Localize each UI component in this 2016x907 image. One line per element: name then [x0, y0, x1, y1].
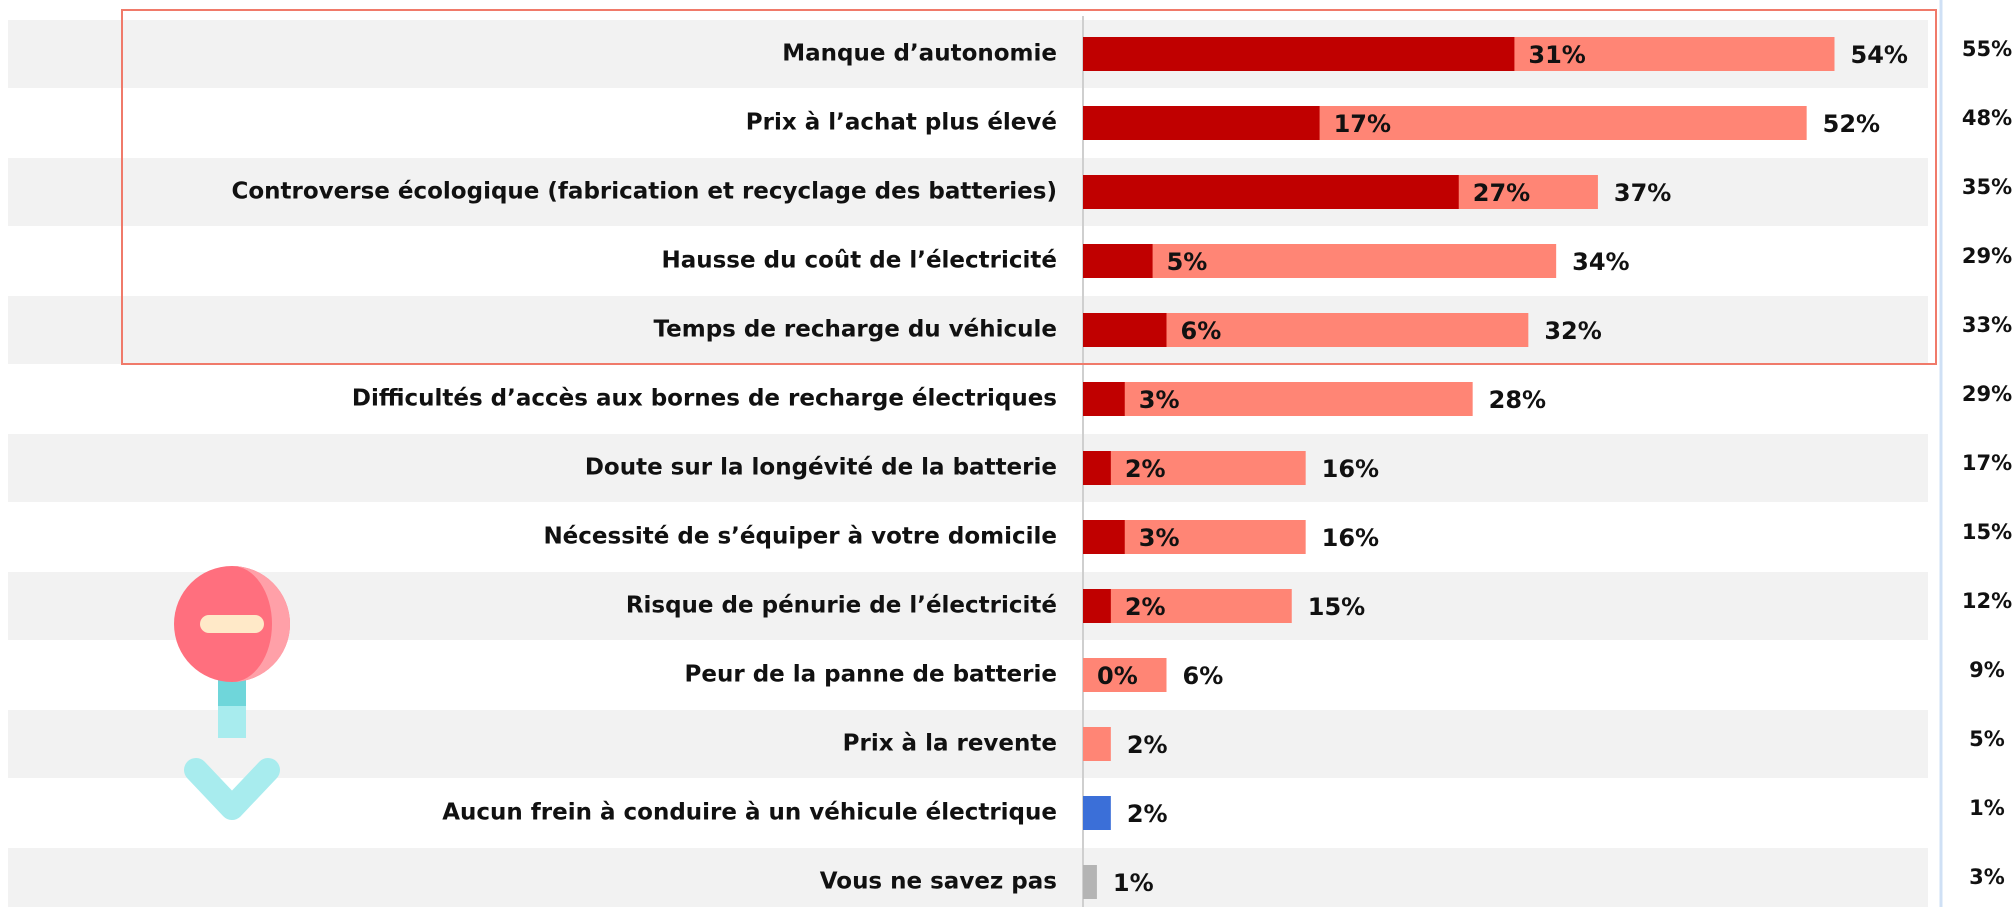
bar-total [1083, 865, 1097, 899]
category-label: Controverse écologique (fabrication et r… [231, 179, 1057, 205]
bar-first [1083, 589, 1111, 623]
bar-first [1083, 520, 1125, 554]
row-background [8, 572, 1928, 640]
category-label: Temps de recharge du véhicule [654, 317, 1058, 343]
minus-arrow-icon [174, 566, 290, 820]
icon-minus [200, 615, 264, 633]
bars [1083, 37, 1835, 899]
comparison-value: 29% [1962, 382, 2012, 406]
row-background [8, 158, 1928, 226]
comparison-value: 9% [1969, 658, 2005, 682]
value-label-total: 15% [1308, 593, 1365, 621]
row-background [8, 848, 1928, 907]
value-label-first: 27% [1473, 179, 1530, 207]
value-label-total: 37% [1614, 179, 1671, 207]
row-backgrounds [8, 20, 1928, 907]
category-label: Aucun frein à conduire à un véhicule éle… [442, 800, 1057, 826]
value-label-first: 2% [1125, 593, 1166, 621]
value-label-total: 2% [1127, 800, 1168, 828]
value-label-first: 5% [1167, 248, 1208, 276]
value-label-first: 2% [1125, 455, 1166, 483]
comparison-value: 12% [1962, 589, 2012, 613]
row-background [8, 296, 1928, 364]
category-label: Difficultés d’accès aux bornes de rechar… [352, 386, 1057, 412]
category-label: Risque de pénurie de l’électricité [626, 593, 1057, 619]
icon-highlight [232, 566, 290, 682]
bar-first [1083, 451, 1111, 485]
bar-first [1083, 175, 1459, 209]
value-label-first: 6% [1181, 317, 1222, 345]
value-label-total: 34% [1572, 248, 1629, 276]
bar-total [1083, 727, 1111, 761]
comparison-value: 17% [1962, 451, 2012, 475]
value-label-total: 28% [1489, 386, 1546, 414]
icon-arrowhead [184, 758, 280, 820]
value-label-first: 0% [1097, 662, 1138, 690]
bar-first [1083, 382, 1125, 416]
comparison-value: 5% [1969, 727, 2005, 751]
value-label-first: 3% [1139, 524, 1180, 552]
comparison-value: 35% [1962, 175, 2012, 199]
category-label: Manque d’autonomie [782, 41, 1057, 67]
category-label: Prix à la revente [843, 731, 1057, 757]
comparison-value: 15% [1962, 520, 2012, 544]
comparison-value: 3% [1969, 865, 2005, 889]
value-label-total: 54% [1851, 41, 1908, 69]
bar-first [1083, 244, 1153, 278]
highlight-box [121, 9, 1937, 365]
bar-first [1083, 106, 1320, 140]
bar-total [1083, 796, 1111, 830]
category-label: Doute sur la longévité de la batterie [585, 455, 1057, 481]
value-label-total: 32% [1544, 317, 1601, 345]
value-label-first: 17% [1334, 110, 1391, 138]
comparison-value: 29% [1962, 244, 2012, 268]
row-background [8, 434, 1928, 502]
value-label-total: 6% [1183, 662, 1224, 690]
value-label-first: 31% [1528, 41, 1585, 69]
bar-total [1083, 589, 1292, 623]
category-label: Peur de la panne de batterie [685, 662, 1057, 688]
bar-total [1083, 244, 1557, 278]
bar-total [1083, 658, 1167, 692]
category-label: Hausse du coût de l’électricité [661, 248, 1057, 274]
bar-first [1083, 37, 1515, 71]
value-label-total: 2% [1127, 731, 1168, 759]
value-label-total: 1% [1113, 869, 1154, 897]
value-label-total: 16% [1322, 455, 1379, 483]
value-label-total: 16% [1322, 524, 1379, 552]
bar-first [1083, 313, 1167, 347]
bar-total [1083, 382, 1473, 416]
value-label-total: 52% [1823, 110, 1880, 138]
value-label-first: 3% [1139, 386, 1180, 414]
comparison-value: 1% [1969, 796, 2005, 820]
icon-shaft-top [218, 678, 246, 706]
category-label: Vous ne savez pas [820, 869, 1057, 895]
bar-total [1083, 451, 1306, 485]
comparison-value: 33% [1962, 313, 2012, 337]
category-label: Prix à l’achat plus élevé [746, 110, 1057, 136]
category-label: Nécessité de s’équiper à votre domicile [543, 524, 1057, 550]
row-background [8, 710, 1928, 778]
comparison-value: 55% [1962, 37, 2012, 61]
comparison-value: 48% [1962, 106, 2012, 130]
